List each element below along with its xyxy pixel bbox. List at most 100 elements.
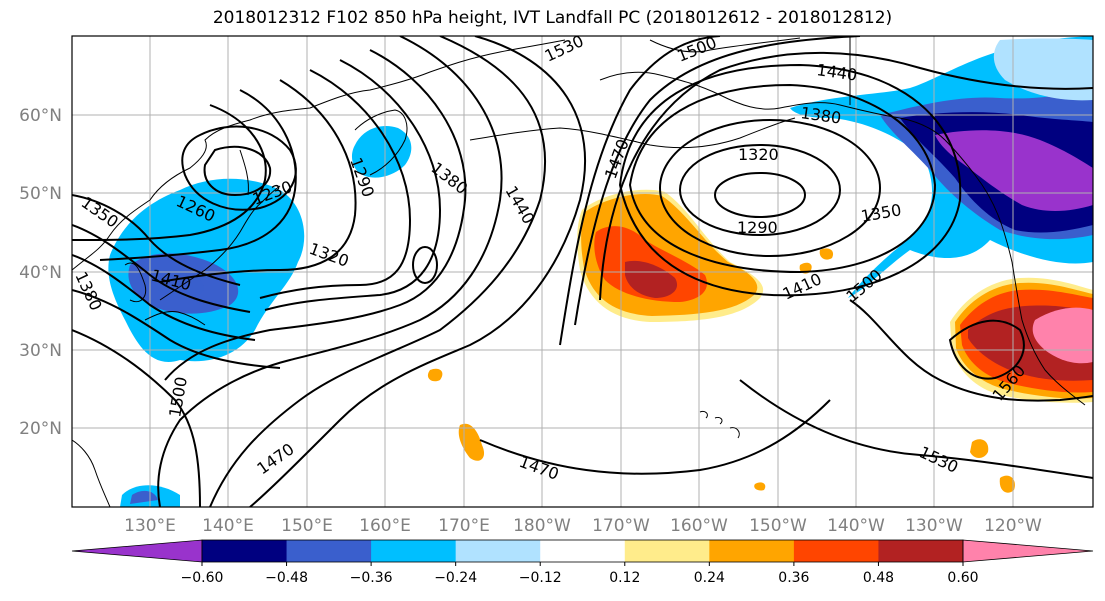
contour-label: 1320 bbox=[738, 145, 779, 164]
coast-japan bbox=[159, 185, 281, 301]
coast-kamchatka bbox=[354, 109, 408, 176]
ivt-fill-kamchatka bbox=[351, 125, 412, 178]
contour-low-asia-inner bbox=[203, 145, 272, 197]
lat-tick-labels: 60°N 50°N 40°N 30°N 20°N bbox=[19, 106, 62, 439]
colorbar-ticks: −0.60 −0.48 −0.36 −0.24 −0.12 0.12 0.24 0.36 0.4… bbox=[181, 562, 979, 586]
contour-low-gulf-inner bbox=[714, 172, 806, 218]
ivt-fill-patch-10 bbox=[754, 482, 766, 491]
colorbar-segments bbox=[71, 539, 1094, 563]
coast-us-west bbox=[1011, 261, 1086, 406]
lon-tick-label: 150°W bbox=[749, 516, 807, 536]
ivt-fill-patch-1 bbox=[427, 368, 443, 382]
height-contours bbox=[72, 36, 1093, 507]
colorbar-segment bbox=[793, 540, 879, 562]
contour-east-1500 bbox=[849, 299, 1093, 402]
contour-small-low bbox=[412, 246, 438, 284]
contour-west-1350 bbox=[259, 69, 412, 299]
colorbar-segment bbox=[455, 540, 541, 562]
contour-low-gulf-1410 bbox=[618, 63, 962, 297]
coast-asia-mainland bbox=[72, 39, 566, 271]
colorbar-extend-max bbox=[962, 539, 1094, 563]
coast-alaska bbox=[599, 71, 946, 141]
colorbar-tick-label: −0.36 bbox=[350, 570, 393, 586]
ivt-fill-bc-light bbox=[993, 38, 1093, 101]
contour-1440 bbox=[599, 51, 1093, 301]
contour-label: 1440 bbox=[815, 60, 858, 84]
ivt-fill-patch-3 bbox=[970, 439, 989, 458]
contour-label: 1350 bbox=[859, 200, 902, 226]
contour-asia-1440 bbox=[72, 289, 281, 369]
ivt-fill-patch-4 bbox=[999, 475, 1015, 493]
contour-east-1470-bottom bbox=[479, 399, 831, 475]
colorbar-tick-label: 0.60 bbox=[947, 570, 978, 586]
ivt-fill-central-dark bbox=[625, 260, 678, 298]
colorbar-segment bbox=[286, 540, 372, 562]
lat-tick-label: 50°N bbox=[19, 184, 62, 204]
colorbar-tick-label: −0.48 bbox=[265, 570, 308, 586]
contour-east-1560 bbox=[948, 319, 1025, 380]
contour-west-1320 bbox=[159, 79, 357, 283]
lat-tick-label: 30°N bbox=[19, 341, 62, 361]
contour-east-1530 bbox=[739, 379, 1093, 479]
lat-tick-label: 60°N bbox=[19, 106, 62, 126]
map-frame bbox=[71, 35, 1094, 508]
ivt-fill-cal-pink bbox=[1032, 307, 1093, 364]
coast-bc bbox=[944, 139, 1013, 263]
lon-tick-label: 120°W bbox=[984, 516, 1042, 536]
contour-1500 bbox=[559, 36, 721, 346]
contour-low-gulf-1380 bbox=[628, 83, 937, 274]
colorbar-tick-label: −0.12 bbox=[519, 570, 562, 586]
contour-low-gulf-1320 bbox=[679, 144, 841, 236]
lon-tick-label: 140°W bbox=[827, 516, 885, 536]
colorbar-tick-label: 0.24 bbox=[694, 570, 725, 586]
lon-tick-label: 140°E bbox=[202, 516, 254, 536]
colorbar-outline bbox=[201, 539, 964, 563]
contour-west-1500 bbox=[209, 36, 547, 507]
colorbar-tick-label: 0.12 bbox=[609, 570, 640, 586]
contour-label: 1470 bbox=[517, 452, 562, 484]
contour-asia-1350 bbox=[72, 194, 241, 286]
colorbar-segment bbox=[624, 540, 710, 562]
colorbar-segment bbox=[371, 540, 457, 562]
contour-west-1440 bbox=[157, 36, 503, 507]
contour-label: 1440 bbox=[502, 183, 539, 228]
lon-tick-label: 160°E bbox=[359, 516, 411, 536]
contour-1470 bbox=[574, 36, 861, 326]
contour-label: 1290 bbox=[737, 218, 778, 237]
lon-tick-label: 130°W bbox=[905, 516, 963, 536]
coast-aleutians bbox=[469, 117, 796, 149]
coast-pacific-islands bbox=[72, 439, 111, 507]
contour-asia-1470 bbox=[72, 329, 201, 507]
contour-west-1290 bbox=[99, 89, 297, 261]
colorbar-segment bbox=[709, 540, 795, 562]
lat-tick-label: 40°N bbox=[19, 263, 62, 283]
contour-low-gulf-1350 bbox=[659, 119, 881, 257]
lon-tick-label: 170°E bbox=[438, 516, 490, 536]
colorbar-tick-label: 0.48 bbox=[863, 570, 894, 586]
contour-asia-1410 bbox=[72, 254, 256, 341]
colorbar: −0.60 −0.48 −0.36 −0.24 −0.12 0.12 0.24 0.36 0.4… bbox=[71, 539, 1094, 586]
colorbar-segment bbox=[540, 540, 626, 562]
coast-japan-south bbox=[144, 311, 206, 326]
colorbar-tick-label: 0.36 bbox=[778, 570, 809, 586]
ivt-fill-patch-8 bbox=[130, 490, 158, 504]
ivt-fill-patch-6 bbox=[819, 248, 834, 260]
ivt-fill-gulf-purple bbox=[935, 130, 1093, 212]
coast-hawaii bbox=[699, 411, 740, 439]
colorbar-tick-label: −0.24 bbox=[434, 570, 477, 586]
colorbar-segment bbox=[202, 540, 288, 562]
ivt-fill-patch-2 bbox=[458, 423, 485, 461]
contour-asia-1380 bbox=[72, 224, 251, 313]
colorbar-segment bbox=[878, 540, 964, 562]
contour-low-asia bbox=[181, 125, 297, 211]
lon-tick-label: 160°W bbox=[670, 516, 728, 536]
contour-label: 1470 bbox=[253, 439, 297, 478]
colorbar-tick-label: −0.60 bbox=[181, 570, 224, 586]
coast-korea bbox=[124, 262, 147, 303]
lon-tick-label: 130°E bbox=[124, 516, 176, 536]
lon-tick-label: 180°W bbox=[513, 516, 571, 536]
lon-tick-label: 150°E bbox=[281, 516, 333, 536]
contour-label: 1530 bbox=[916, 442, 961, 476]
